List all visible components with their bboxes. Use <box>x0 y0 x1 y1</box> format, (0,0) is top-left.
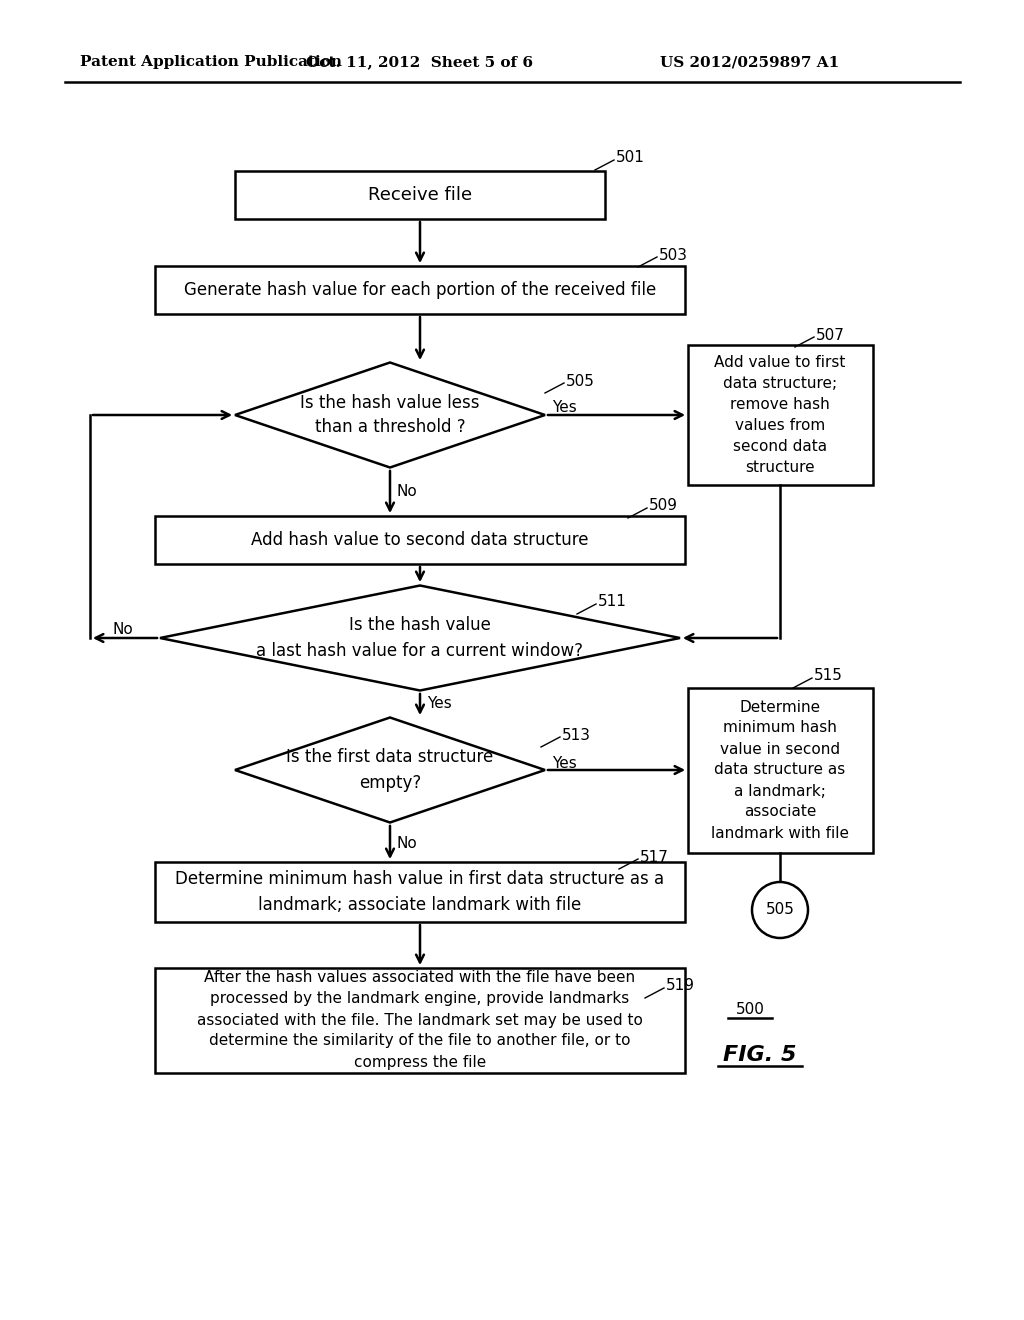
Polygon shape <box>234 718 545 822</box>
Text: Add value to first
data structure;
remove hash
values from
second data
structure: Add value to first data structure; remov… <box>715 355 846 475</box>
Text: Oct. 11, 2012  Sheet 5 of 6: Oct. 11, 2012 Sheet 5 of 6 <box>306 55 534 69</box>
Text: Determine
minimum hash
value in second
data structure as
a landmark;
associate
l: Determine minimum hash value in second d… <box>711 700 849 841</box>
Bar <box>155 968 685 1072</box>
Polygon shape <box>160 586 680 690</box>
Text: 509: 509 <box>649 499 678 513</box>
Text: Generate hash value for each portion of the received file: Generate hash value for each portion of … <box>184 281 656 300</box>
Bar <box>234 172 605 219</box>
Polygon shape <box>234 363 545 467</box>
Text: Is the hash value
a last hash value for a current window?: Is the hash value a last hash value for … <box>256 616 584 660</box>
Bar <box>687 345 872 484</box>
Text: 515: 515 <box>814 668 843 684</box>
Text: 511: 511 <box>598 594 627 610</box>
Circle shape <box>752 882 808 939</box>
Text: US 2012/0259897 A1: US 2012/0259897 A1 <box>660 55 840 69</box>
Text: Receive file: Receive file <box>368 186 472 205</box>
Text: Patent Application Publication: Patent Application Publication <box>80 55 342 69</box>
Bar <box>155 516 685 564</box>
Text: No: No <box>113 623 134 638</box>
Text: 505: 505 <box>566 374 595 388</box>
Text: Add hash value to second data structure: Add hash value to second data structure <box>251 531 589 549</box>
Bar <box>155 267 685 314</box>
Text: 513: 513 <box>562 727 591 742</box>
Text: 505: 505 <box>766 903 795 917</box>
Text: 507: 507 <box>816 327 845 342</box>
Text: Is the first data structure
empty?: Is the first data structure empty? <box>287 748 494 792</box>
Text: 519: 519 <box>666 978 695 994</box>
Text: Yes: Yes <box>552 755 577 771</box>
Bar <box>155 862 685 921</box>
Text: FIG. 5: FIG. 5 <box>723 1045 797 1065</box>
Bar <box>687 688 872 853</box>
Text: Yes: Yes <box>552 400 577 416</box>
Text: 500: 500 <box>735 1002 765 1018</box>
Text: No: No <box>397 836 418 850</box>
Text: 501: 501 <box>616 150 645 165</box>
Text: No: No <box>397 484 418 499</box>
Text: Yes: Yes <box>427 697 452 711</box>
Text: 503: 503 <box>659 248 688 263</box>
Text: After the hash values associated with the file have been
processed by the landma: After the hash values associated with th… <box>197 970 643 1069</box>
Text: Determine minimum hash value in first data structure as a
landmark; associate la: Determine minimum hash value in first da… <box>175 870 665 913</box>
Text: 517: 517 <box>640 850 669 865</box>
Text: Is the hash value less
than a threshold ?: Is the hash value less than a threshold … <box>300 393 480 437</box>
